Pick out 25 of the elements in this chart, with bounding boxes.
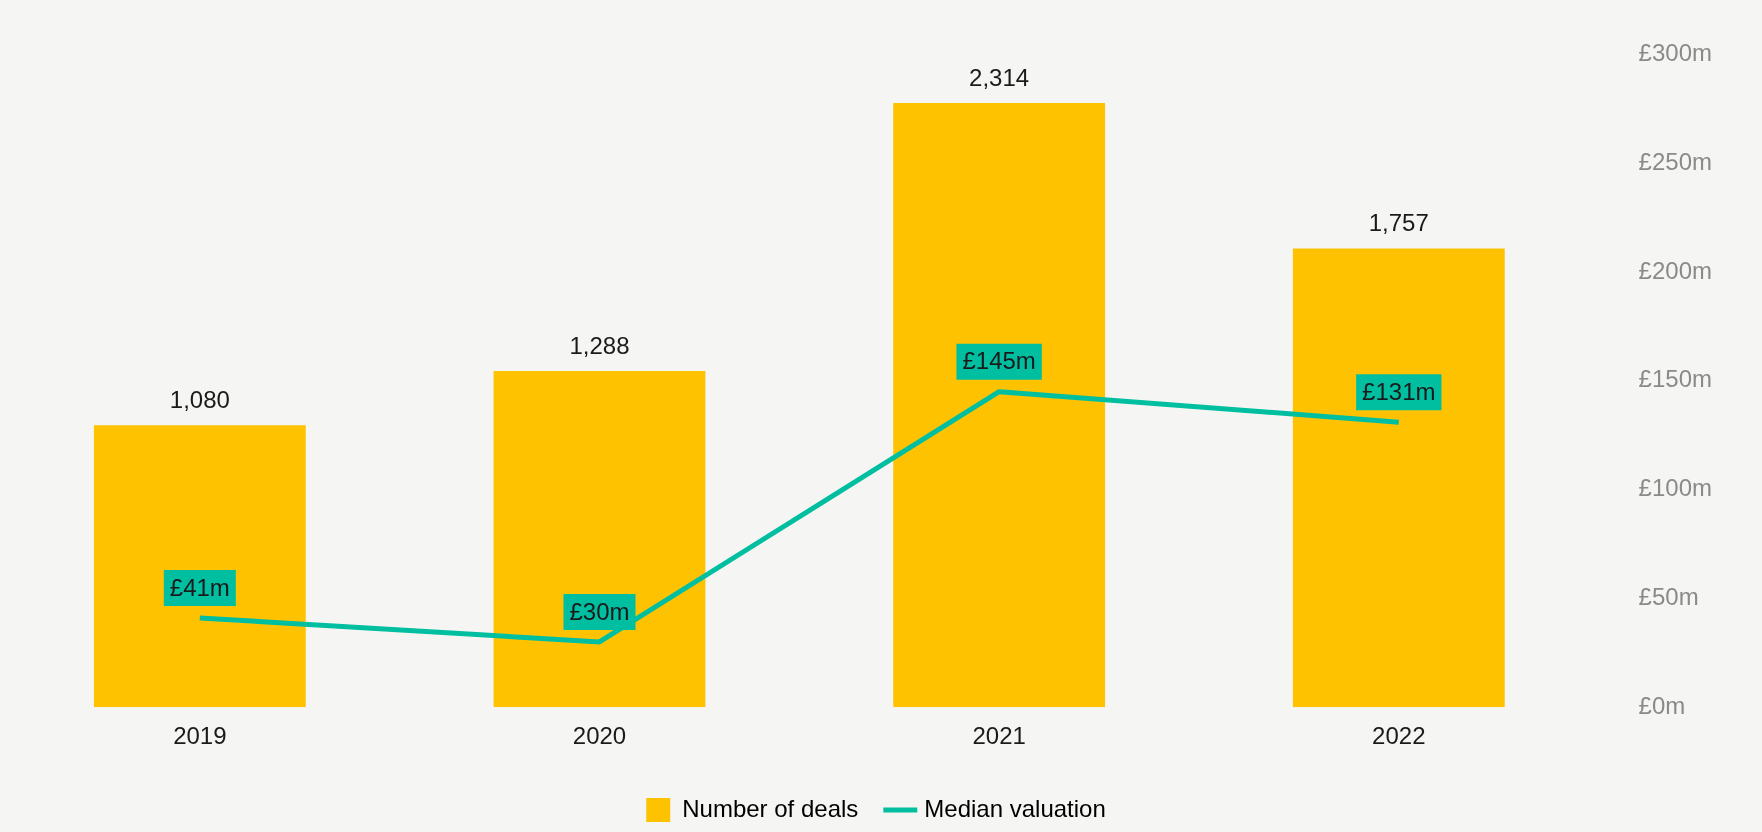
y2-tick-label: £300m xyxy=(1638,39,1713,67)
y2-tick-label: £150m xyxy=(1638,365,1713,393)
bar xyxy=(1292,248,1505,708)
data-label: 1,288 xyxy=(569,331,630,359)
data-label: 1,757 xyxy=(1368,209,1429,237)
data-label: 2,314 xyxy=(969,63,1030,91)
y2-tick-label: £50m xyxy=(1638,583,1699,611)
x-tick-label: 2019 xyxy=(173,722,227,750)
data-label: £131m xyxy=(1362,377,1436,405)
data-label: 1,080 xyxy=(169,385,230,413)
legend-label: Number of deals xyxy=(682,794,859,822)
data-label: £41m xyxy=(169,573,230,601)
x-tick-label: 2021 xyxy=(972,722,1026,750)
y2-tick-label: £0m xyxy=(1638,691,1686,719)
y2-tick-label: £250m xyxy=(1638,147,1713,175)
bar xyxy=(93,425,306,708)
legend-label: Median valuation xyxy=(924,794,1106,822)
x-tick-label: 2022 xyxy=(1372,722,1426,750)
bar xyxy=(493,370,706,708)
data-label: £145m xyxy=(962,347,1036,375)
bar xyxy=(893,102,1106,708)
y2-tick-label: £200m xyxy=(1638,256,1713,284)
y2-tick-label: £100m xyxy=(1638,474,1713,502)
x-tick-label: 2020 xyxy=(572,722,627,750)
data-label: £30m xyxy=(569,597,630,625)
